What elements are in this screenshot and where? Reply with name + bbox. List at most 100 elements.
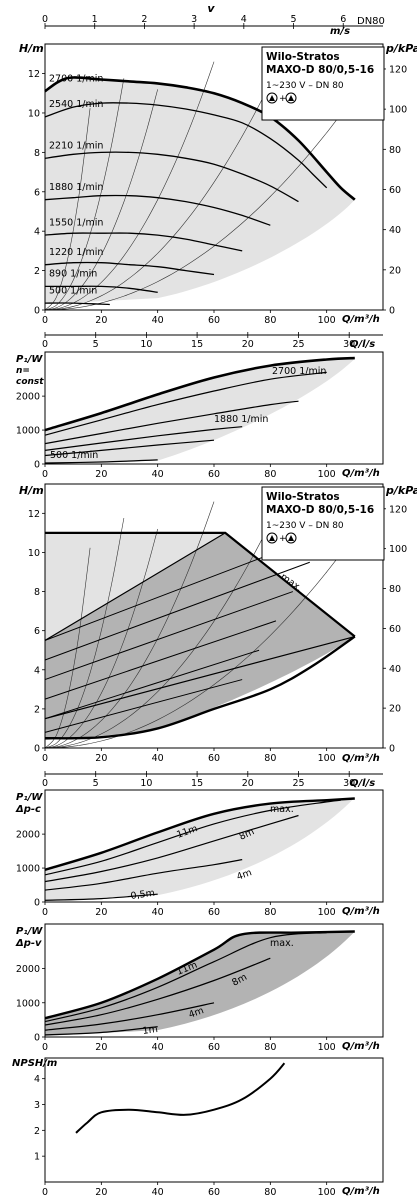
velocity-tick-label: 3 xyxy=(191,14,197,25)
chart1-y2-tick-label: 60 xyxy=(389,185,401,196)
c5-xtick-label: 80 xyxy=(264,1042,276,1053)
chart2-xtick-label: 20 xyxy=(95,469,107,480)
chart1-curve-label: 2540 1/min xyxy=(49,99,103,110)
chart3-xtick-label: 20 xyxy=(95,753,107,764)
c4-xtick-label: 40 xyxy=(152,907,164,918)
product-model: MAXO-D 80/0,5-16 xyxy=(266,64,374,76)
chart2-label-2700: 2700 1/min xyxy=(272,366,326,377)
chart3-xtick-label: 40 xyxy=(152,753,164,764)
chart1-ls-tick-label: 20 xyxy=(242,339,254,350)
c4-curve xyxy=(44,893,158,901)
c4-xtick-label: 0 xyxy=(42,907,48,918)
chart3-ytick-label: 4 xyxy=(34,665,40,676)
chart1-y-label: H/m xyxy=(19,42,44,55)
chart2-curve xyxy=(44,426,243,451)
product-supply: 1~230 V – DN 80 xyxy=(266,81,344,91)
pump-mode-2: + xyxy=(279,534,287,544)
chart4-y-sublabel: Δp-c xyxy=(15,804,41,815)
c5-label: 1m xyxy=(142,1024,159,1037)
chart3-system-curve xyxy=(44,501,215,749)
chart2-ytick-label: 2000 xyxy=(16,392,40,403)
chart3-ls-tick-label: 20 xyxy=(242,778,254,789)
c4-xtick-label: 60 xyxy=(208,907,220,918)
chart1-xtick-label: 100 xyxy=(318,315,336,326)
chart1-system-curve xyxy=(44,78,125,311)
chart2-area xyxy=(45,358,355,464)
chart1-ls-tick-label: 10 xyxy=(140,339,152,350)
c5-area xyxy=(45,931,355,1036)
chart2-ytick-label: 1000 xyxy=(16,426,40,437)
chart1-ls-tick-label: 0 xyxy=(42,339,48,350)
product-name-2: Wilo-Stratos xyxy=(266,491,340,503)
chart3-xtick-label: 80 xyxy=(264,753,276,764)
chart1-curve xyxy=(44,302,110,306)
chart1-curve-label: 1220 1/min xyxy=(49,247,103,258)
chart3-xtick-label: 0 xyxy=(42,753,48,764)
chart5-y-label: P₁/W xyxy=(16,926,43,937)
chart4-x-label: Q/m³/h xyxy=(342,906,380,917)
chart3-dpv-line xyxy=(44,620,277,700)
c4-ytick-label: 1000 xyxy=(16,864,40,875)
chart3-dpv-line xyxy=(44,591,294,681)
chart1-curve xyxy=(45,285,158,293)
chart3-ls-tick-label: 5 xyxy=(93,778,99,789)
chart1-curve xyxy=(44,76,356,201)
chart1-curve xyxy=(44,261,215,276)
c4-curve xyxy=(44,797,355,871)
chart2-curve xyxy=(44,371,327,436)
chart1-curve-label: 890 1/min xyxy=(49,269,97,280)
chart1-system-curve xyxy=(44,54,384,311)
chart3-edge xyxy=(44,532,355,720)
chart1-curve xyxy=(44,102,328,189)
chart3-ytick-label: 0 xyxy=(34,744,40,755)
velocity-unit: m/s xyxy=(330,26,350,37)
chart1-curve-label: 2210 1/min xyxy=(49,140,103,151)
c5-ytick-label: 2000 xyxy=(16,964,40,975)
chart1-ytick-label: 2 xyxy=(34,266,40,277)
chart6-frame xyxy=(44,1057,384,1183)
chart3-min-curve xyxy=(44,635,356,740)
chart4-y-label: P₁/W xyxy=(16,792,43,803)
chart6-xtick-label: 0 xyxy=(42,1187,48,1198)
chart3-ytick-label: 12 xyxy=(28,509,40,520)
c5-ytick-label: 1000 xyxy=(16,998,40,1009)
chart1-ytick-label: 4 xyxy=(34,227,40,238)
chart3-xtick-label: 100 xyxy=(318,753,336,764)
c4-area xyxy=(45,797,355,901)
chart1-ls-tick-label: 25 xyxy=(292,339,304,350)
chart2-y-sublabel: n= xyxy=(16,366,30,376)
chart1-curve xyxy=(44,232,243,252)
velocity-label: v xyxy=(207,2,215,15)
chart1-xtick-label: 60 xyxy=(208,315,220,326)
chart1-x-label: Q/m³/h xyxy=(342,314,380,325)
chart2-x-label: Q/m³/h xyxy=(342,468,380,479)
c5-ytick-label: 0 xyxy=(34,1033,40,1044)
chart1-curve xyxy=(44,194,271,226)
product-model-2: MAXO-D 80/0,5-16 xyxy=(266,504,374,516)
chart5-x-label: Q/m³/h xyxy=(342,1041,380,1052)
chart6-ytick-label: 2 xyxy=(34,1126,40,1137)
pump-symbol-icon-4 xyxy=(285,532,297,544)
c4-label: max. xyxy=(270,804,294,815)
chart2-curve xyxy=(44,356,355,432)
velocity-tick-label: 0 xyxy=(42,14,48,25)
chart1-xtick-label: 0 xyxy=(42,315,48,326)
chart3-x-label: Q/m³/h xyxy=(342,753,380,764)
chart3-dpv-line xyxy=(44,561,310,661)
chart3-ytick-label: 8 xyxy=(34,587,40,598)
chart3-ls-tick-label: 0 xyxy=(42,778,48,789)
c5-curve xyxy=(44,930,355,1020)
chart3-ls-tick-label: 15 xyxy=(191,778,203,789)
chart1-y2-tick-label: 20 xyxy=(389,265,401,276)
chart2-label-1880: 1880 1/min xyxy=(214,414,268,425)
chart3-dpv-line xyxy=(44,679,243,733)
chart1-y2-tick-label: 120 xyxy=(389,64,407,75)
chart6-npsh-curve xyxy=(75,1062,286,1134)
chart1-ls-tick-label: 30 xyxy=(343,339,355,350)
chart1-ytick-label: 12 xyxy=(28,69,40,80)
c4-curve xyxy=(44,859,243,891)
